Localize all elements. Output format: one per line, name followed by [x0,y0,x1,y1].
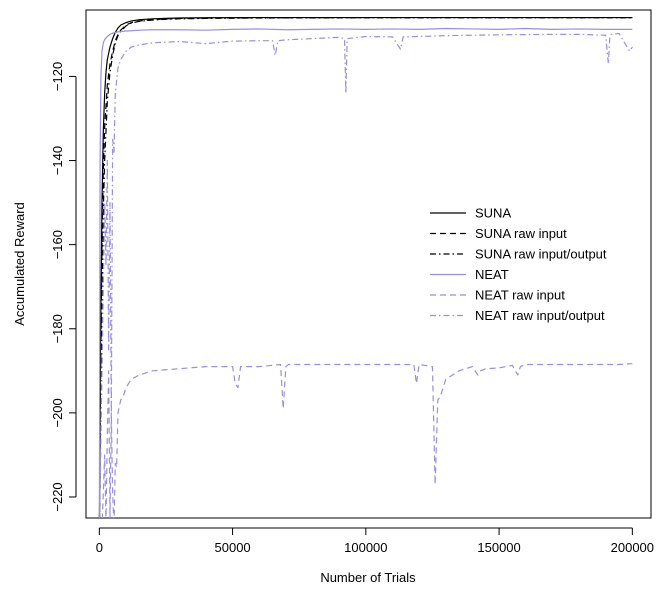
series-line-neat-raw-input [101,363,633,518]
legend-label: NEAT raw input [475,288,565,303]
legend-label: SUNA raw input/output [475,247,607,262]
legend-label: NEAT raw input/output [475,308,605,323]
series-line-suna-raw-input-output [98,17,633,518]
series-line-suna [98,16,633,518]
legend: SUNA SUNA raw input SUNA raw input/output N… [430,206,607,323]
y-tick-label: −120 [50,62,65,91]
y-tick-label: −180 [50,314,65,343]
legend-label: SUNA raw input [475,226,567,241]
y-tick-label: −220 [50,482,65,511]
y-tick-label: −200 [50,398,65,427]
x-axis: 0 50000 100000 150000 200000 [96,527,654,555]
x-tick-label: 100000 [344,540,387,555]
legend-label: SUNA [475,206,511,221]
x-axis-label: Number of Trials [320,570,416,585]
y-axis-label: Accumulated Reward [12,202,27,326]
plot-frame [85,9,652,519]
legend-label: NEAT [475,267,509,282]
series-line-neat-raw-input-output [99,32,633,518]
y-axis: −220 −200 −180 −160 −140 −120 [50,62,77,512]
x-tick-label: 0 [96,540,103,555]
series-line-neat [98,27,633,518]
series-line-suna-raw-input [98,16,633,518]
x-tick-label: 200000 [611,540,654,555]
y-tick-label: −140 [50,146,65,175]
y-tick-label: −160 [50,230,65,259]
series-layer [98,16,633,518]
x-tick-label: 150000 [477,540,520,555]
x-tick-label: 50000 [215,540,251,555]
